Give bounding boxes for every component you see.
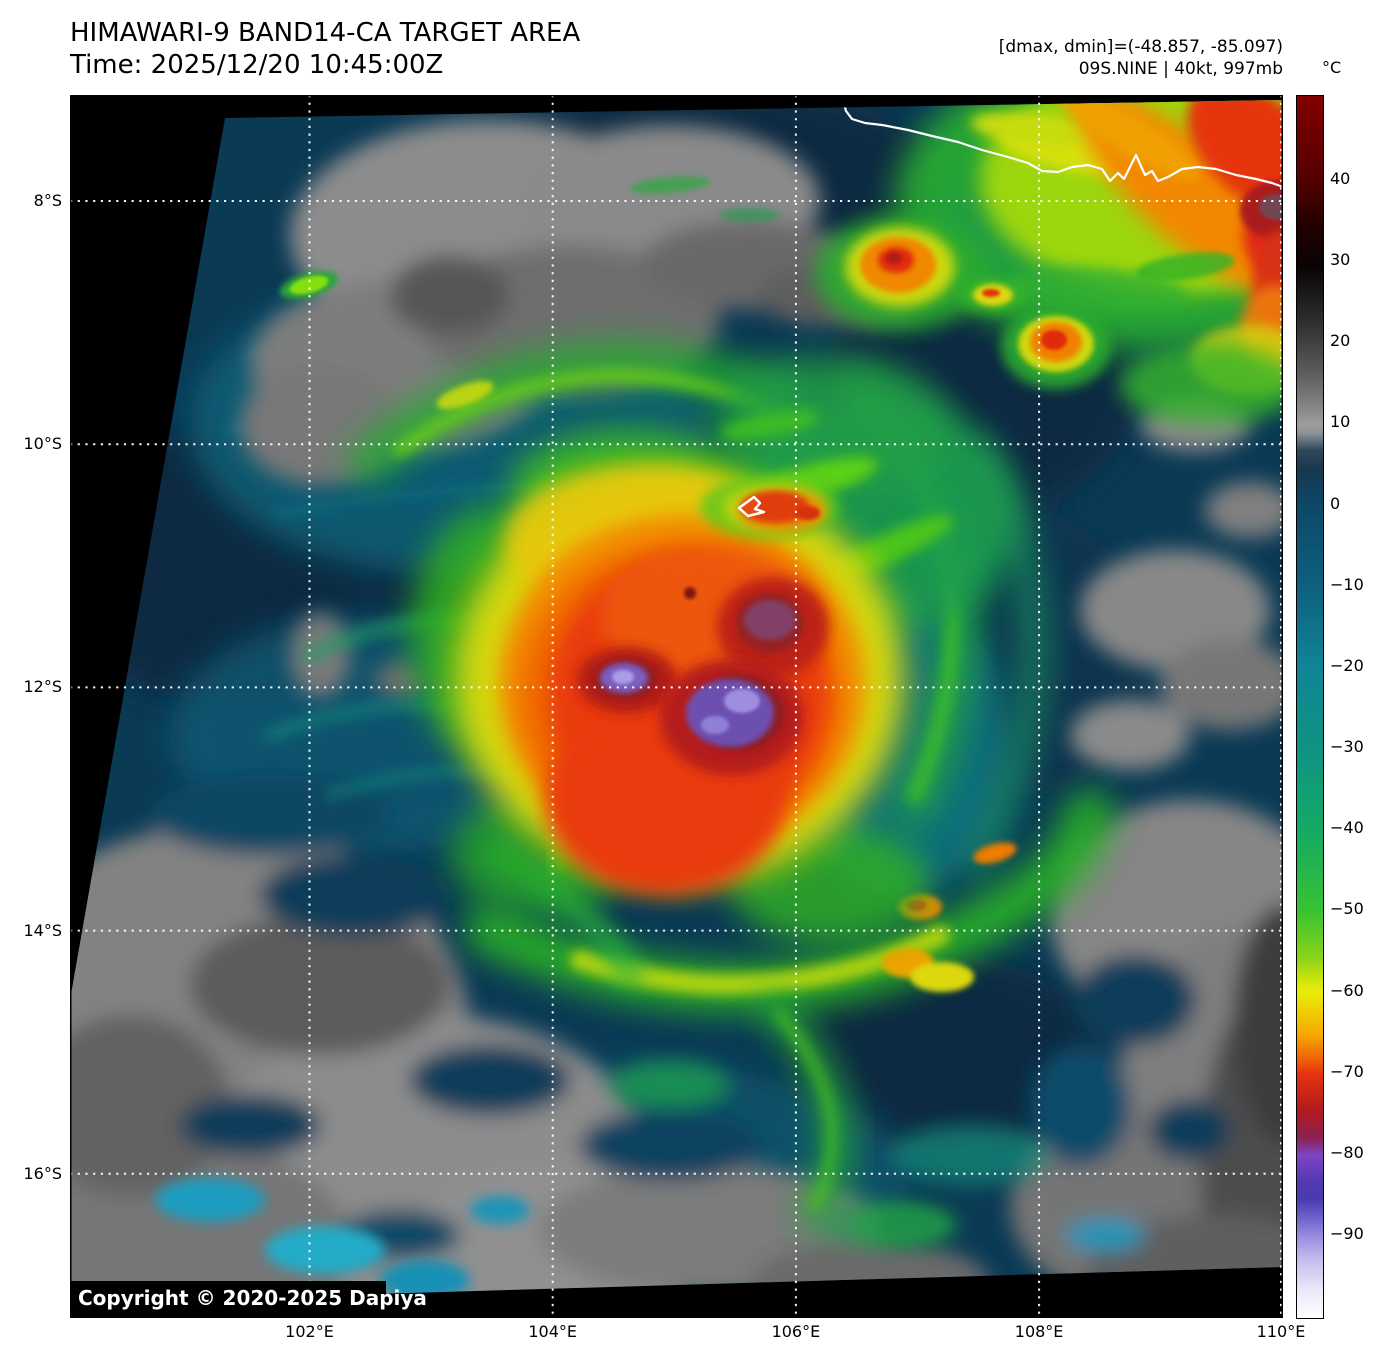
lat-tick-label: 12°S xyxy=(23,677,62,697)
map-frame xyxy=(70,95,1283,1318)
colorbar-tick-label: 20 xyxy=(1330,331,1351,351)
center-fix-marker-area xyxy=(700,475,840,539)
satellite-map xyxy=(70,95,1283,1318)
isolated-convective-cells xyxy=(279,176,1111,389)
page-title: HIMAWARI-9 BAND14-CA TARGET AREA xyxy=(70,18,581,48)
cold-spots-bottom-left xyxy=(155,1178,530,1300)
low-cloud-top-left xyxy=(240,120,925,698)
colorbar-tick-label: −50 xyxy=(1330,899,1364,919)
colorbar-tick-label: 30 xyxy=(1330,250,1351,270)
low-cloud-right xyxy=(1010,399,1283,1303)
lat-tick-label: 8°S xyxy=(33,191,62,210)
colorbar-tick-label: −40 xyxy=(1330,818,1364,838)
lon-tick-label: 102°E xyxy=(285,1322,334,1341)
colorbar-tick-label: −70 xyxy=(1330,1061,1364,1081)
colorbar-unit-label: °C xyxy=(1322,58,1342,77)
lon-tick-label: 110°E xyxy=(1256,1322,1306,1341)
lat-tick-label: 14°S xyxy=(23,920,62,940)
colorbar-tick-label: −90 xyxy=(1330,1223,1364,1243)
colorbar-tick-label: −10 xyxy=(1330,574,1364,594)
colorbar-tick-label: 10 xyxy=(1330,412,1351,432)
colorbar-tick-label: 40 xyxy=(1330,169,1351,188)
colorbar-tick-label: −60 xyxy=(1330,980,1364,1000)
colorbar-tick-label: −80 xyxy=(1330,1142,1364,1162)
lon-tick-label: 106°E xyxy=(771,1322,821,1341)
lon-tick-label: 104°E xyxy=(528,1322,578,1341)
white-contour-marker xyxy=(737,495,766,518)
colorbar-tick-label: −30 xyxy=(1330,737,1364,757)
lon-tick-label: 108°E xyxy=(1014,1322,1064,1341)
imagery-layer xyxy=(70,100,1283,1303)
colorbar-tick-label: −20 xyxy=(1330,655,1364,675)
colorbar xyxy=(1296,95,1324,1319)
copyright-watermark: Copyright © 2020-2025 Dapiya xyxy=(70,1281,427,1316)
satellite-map-area xyxy=(70,95,1283,1318)
dmax-dmin-readout: [dmax, dmin]=(-48.857, -85.097) xyxy=(998,37,1283,57)
graticule xyxy=(70,95,1283,1318)
lat-tick-label: 10°S xyxy=(23,434,62,454)
colorbar-tick-label: 0 xyxy=(1330,493,1341,513)
cyclone-core xyxy=(410,430,930,945)
storm-info: 09S.NINE | 40kt, 997mb xyxy=(1078,59,1283,79)
lat-tick-label: 16°S xyxy=(23,1163,62,1183)
timestamp: Time: 2025/12/20 10:45:00Z xyxy=(70,50,444,80)
